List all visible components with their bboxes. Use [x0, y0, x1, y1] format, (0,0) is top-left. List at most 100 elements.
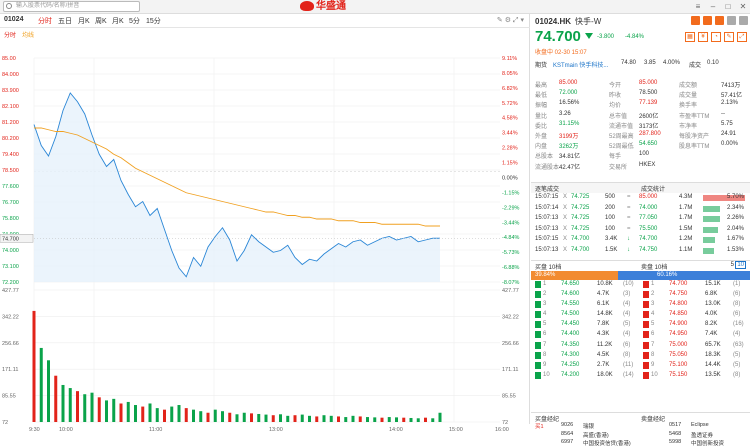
volume-bar	[83, 394, 87, 422]
price-tick-label: 81.200	[2, 120, 19, 126]
depth-row[interactable]: 5 74.450 7.8K (5) 5 74.900 8.2K (16)	[531, 320, 750, 330]
tick-cell: 74.750	[639, 246, 658, 253]
chart-tools-icons[interactable]: ✎ ⚙ ⤢ ▾	[496, 17, 524, 24]
tick-cell: X	[563, 215, 568, 221]
tab-monthly[interactable]: 月K	[112, 18, 124, 25]
volume-bar	[163, 409, 166, 422]
tick-cell: =	[627, 215, 631, 221]
volume-bar	[192, 409, 195, 422]
tab-trade-stats[interactable]: 成交统计	[641, 187, 666, 193]
intraday-chart[interactable]: 85.00 84.000 83.900 82.100 81.200 80.200 79.40…	[0, 28, 530, 438]
depth-cell: 74.550	[561, 301, 580, 308]
subtab-avg[interactable]: 均线	[22, 33, 35, 39]
volume-bar	[90, 392, 94, 422]
chart-panel: 01024 分时 五日 月K 周K 月K 5分 15分 ✎ ⚙ ⤢ ▾ 分时 均线…	[0, 14, 530, 433]
depth-cell: 7.4K	[705, 331, 718, 338]
volume-bar	[206, 412, 210, 422]
depth-row[interactable]: 10 74.200 18.0K (14) 10 75.150 13.5K (8)	[531, 371, 750, 381]
quote-stat-row: 量比 3.26 总市值 2600亿 市盈率TTM --	[531, 110, 750, 120]
depth-level[interactable]: 5	[730, 262, 734, 268]
tab-daily[interactable]: 月K	[78, 18, 90, 25]
search-input[interactable]: 输入股票代码/名称/拼音	[3, 1, 140, 12]
pre-market-source[interactable]: KSTmain 快手科技...	[553, 63, 609, 69]
menu-icon[interactable]: ≡	[695, 2, 701, 11]
volume-share-bar	[703, 237, 716, 243]
chart-icon[interactable]: ▦	[685, 32, 695, 42]
quote-actions	[688, 16, 748, 27]
depth-cell: (16)	[733, 321, 744, 328]
tick-list: 15:07:15 X 74.725 500 = 85.000 4.3M 5.70% 15:07:…	[531, 193, 750, 256]
stat-label: 每手	[609, 154, 622, 161]
quote-header: 01024.HK 快手-W	[535, 16, 601, 27]
depth-cell: 4.3K	[597, 331, 610, 338]
favorite-icon[interactable]	[703, 16, 712, 25]
depth-cell: (6)	[733, 311, 741, 318]
tab-ticks[interactable]: 逐笔成交	[535, 187, 560, 193]
depth-level-10[interactable]: 10	[735, 261, 746, 269]
depth-row[interactable]: 7 74.350 11.2K (6) 7 75.000 65.7K (63)	[531, 341, 750, 351]
subtab-intraday[interactable]: 分时	[4, 33, 17, 39]
depth-cell: 18.3K	[705, 351, 721, 358]
depth-row[interactable]: 2 74.600 4.7K (3) 2 74.750 6.8K (6)	[531, 290, 750, 300]
tick-cell: 75.500	[639, 225, 658, 232]
broker-cell: 0517	[669, 422, 682, 428]
search-placeholder: 输入股票代码/名称/拼音	[16, 3, 80, 9]
depth-cell: 2.7K	[597, 361, 610, 368]
bid-ask-ratio-bar: 39.84% 60.16%	[531, 271, 750, 280]
more-icon[interactable]	[739, 16, 748, 25]
tab-intraday[interactable]: 分时	[38, 18, 52, 25]
stat-value: 0.00%	[721, 141, 739, 148]
avg-price-line[interactable]	[34, 127, 440, 227]
stat-label: 最高	[535, 83, 548, 89]
volume-tick-label-right: 256.66	[502, 341, 519, 347]
alert-icon[interactable]	[691, 16, 700, 25]
stat-value: 77.139	[639, 100, 658, 107]
stat-value: --	[721, 110, 725, 117]
expand-icon[interactable]: ⤢	[737, 32, 747, 42]
depth-row[interactable]: 9 74.250 2.7K (11) 9 75.100 14.4K (5)	[531, 361, 750, 371]
volume-tick-label-right: 171.11	[502, 367, 518, 373]
stat-label: 内盘	[535, 144, 548, 151]
volume-bar	[337, 416, 340, 422]
depth-row[interactable]: 6 74.400 4.3K (4) 6 74.950 7.4K (4)	[531, 330, 750, 340]
tick-cell: 74.725	[571, 225, 590, 232]
volume-bar	[97, 397, 101, 422]
tab-5day[interactable]: 五日	[58, 18, 72, 25]
tab-15min[interactable]: 15分	[146, 18, 161, 25]
price-line[interactable]	[33, 92, 440, 278]
maximize-icon[interactable]: □	[725, 2, 731, 11]
share-icon[interactable]	[715, 16, 724, 25]
depth-row[interactable]: 1 74.650 10.8K (10) 1 74.700 15.1K (1)	[531, 280, 750, 290]
notify-icon[interactable]: ◔	[711, 32, 721, 42]
volume-bar	[424, 417, 427, 422]
minimize-icon[interactable]: –	[710, 2, 716, 11]
time-tick-label: 9:30	[29, 427, 40, 433]
broker-rows: 买1 9026 瑞银 0517 Eclipse 8564 高盛(香港) 5468 盈透证券 699…	[531, 422, 750, 448]
note-icon[interactable]: ✎	[724, 32, 734, 42]
trade-icon[interactable]: ¥	[698, 32, 708, 42]
depth-row[interactable]: 8 74.300 4.5K (8) 8 75.050 18.3K (5)	[531, 351, 750, 361]
volume-bar	[257, 413, 261, 422]
tab-5min[interactable]: 5分	[129, 18, 140, 25]
broker-cell: 盈透证券	[691, 432, 714, 439]
volume-bar	[351, 415, 355, 422]
stat-value: 31.15%	[559, 120, 580, 127]
volume-share-bar	[703, 216, 720, 222]
stat-value: 72.000	[559, 90, 578, 97]
volume-bar	[286, 415, 290, 422]
depth-row[interactable]: 4 74.500 14.8K (4) 4 74.850 4.0K (6)	[531, 310, 750, 320]
volume-bar	[293, 415, 297, 422]
pre-market-row: 期货 KSTmain 快手科技... 74.80 3.85 4.00% 成交 0…	[531, 57, 750, 79]
tab-weekly[interactable]: 周K	[95, 18, 107, 25]
stat-label: 成交额	[679, 83, 698, 89]
stat-label: 外盘	[535, 133, 548, 140]
price-tick-label: 77.600	[2, 184, 19, 190]
depth-cell: 8	[543, 351, 547, 358]
settings-icon[interactable]	[727, 16, 736, 25]
depth-row[interactable]: 3 74.550 6.1K (4) 3 74.800 13.0K (8)	[531, 300, 750, 310]
volume-bar	[54, 375, 58, 422]
close-icon[interactable]: ✕	[739, 2, 747, 11]
volume-bar	[431, 418, 435, 422]
stat-value: 3199万	[559, 133, 579, 140]
time-tick-label: 10:00	[59, 427, 73, 433]
